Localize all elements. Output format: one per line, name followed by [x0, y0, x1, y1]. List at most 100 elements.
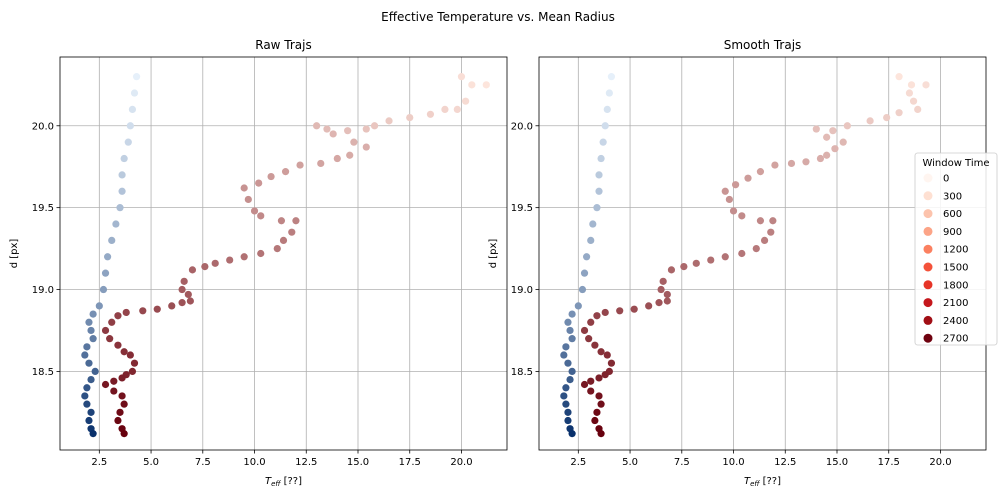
data-point	[462, 97, 470, 105]
data-point	[831, 145, 839, 153]
data-point	[816, 154, 825, 163]
data-point	[560, 392, 568, 400]
data-point	[729, 207, 738, 215]
data-point	[87, 326, 95, 335]
y-tick-label: 19.0	[511, 285, 533, 296]
data-point	[257, 212, 265, 220]
legend-entry-label: 2100	[943, 298, 968, 309]
data-point	[101, 380, 110, 389]
data-point	[657, 285, 665, 294]
data-point	[667, 266, 676, 274]
data-point	[560, 351, 568, 359]
data-point	[595, 187, 603, 195]
data-point	[81, 351, 89, 359]
data-point	[89, 310, 97, 318]
data-point	[313, 122, 321, 130]
smooth-trajs-title: Smooth Trajs	[724, 38, 802, 52]
data-point	[585, 335, 593, 343]
x-tick-label: 7.5	[674, 457, 690, 468]
data-point	[83, 343, 91, 351]
x-axis-label: Teff [??]	[744, 476, 781, 488]
legend-entry-label: 1800	[943, 280, 968, 291]
x-tick-label: 2.5	[91, 457, 107, 468]
data-point	[250, 207, 259, 215]
x-tick-label: 7.5	[195, 457, 211, 468]
data-point	[659, 277, 667, 285]
data-point	[583, 253, 591, 261]
data-point	[426, 110, 435, 118]
x-tick-label: 2.5	[570, 457, 586, 468]
data-point	[568, 335, 576, 343]
legend-marker	[923, 226, 933, 236]
data-point	[607, 359, 616, 367]
data-point	[126, 122, 134, 130]
data-point	[128, 367, 137, 375]
data-point	[292, 217, 300, 225]
data-point	[587, 318, 595, 326]
data-point	[909, 97, 918, 105]
data-point	[603, 351, 611, 359]
smooth-trajs-panel: Smooth Trajs 2.5 5.0 7.5 10.0 12.5 15.0 17.5 20…	[488, 38, 998, 488]
y-tick-label: 18.5	[32, 367, 54, 378]
data-point	[562, 400, 570, 408]
data-point	[240, 253, 248, 261]
data-point	[482, 81, 490, 89]
data-point	[178, 299, 186, 307]
data-point	[120, 400, 128, 408]
data-point	[738, 249, 746, 258]
x-tick-label: 10.0	[243, 457, 265, 468]
legend-marker	[923, 173, 933, 183]
data-point	[866, 117, 874, 125]
data-point	[118, 392, 126, 400]
data-point	[580, 380, 589, 389]
data-point	[124, 138, 132, 146]
data-point	[580, 326, 589, 335]
legend-entry-label: 300	[943, 191, 962, 202]
data-point	[580, 269, 589, 277]
legend-marker	[923, 262, 933, 272]
data-point	[114, 341, 122, 349]
x-tick-label: 20.0	[929, 457, 951, 468]
data-point	[680, 263, 688, 271]
data-point	[329, 130, 337, 138]
data-point	[240, 184, 248, 192]
data-point	[211, 259, 219, 267]
data-point	[593, 204, 601, 212]
data-point	[595, 392, 603, 400]
data-point	[597, 400, 605, 408]
data-point	[655, 299, 663, 307]
data-point	[597, 154, 605, 163]
data-point	[346, 151, 354, 159]
data-point	[279, 236, 288, 244]
x-tick-label: 20.0	[450, 457, 472, 468]
data-point	[591, 341, 599, 349]
data-point	[787, 159, 796, 168]
data-point	[323, 125, 331, 133]
legend-marker	[923, 298, 933, 308]
legend-marker	[923, 209, 933, 219]
data-point	[914, 105, 922, 113]
data-point	[587, 236, 595, 244]
data-point	[752, 244, 760, 253]
data-point	[595, 171, 603, 179]
data-point	[812, 125, 820, 133]
data-point	[406, 113, 414, 122]
data-point	[468, 81, 476, 89]
data-point	[721, 253, 729, 261]
data-point	[85, 318, 93, 326]
data-point	[769, 217, 777, 225]
data-point	[564, 408, 572, 416]
data-point	[277, 217, 286, 225]
data-point	[823, 133, 831, 141]
data-point	[895, 109, 903, 117]
raw-trajs-panel: Raw Trajs 2.5 5.0 7.5 10.0 12.5 15.0 17.5 20.0 1…	[9, 38, 508, 488]
data-point	[110, 377, 118, 385]
data-point	[362, 143, 370, 151]
data-point	[616, 307, 624, 315]
legend-entry-label: 2400	[943, 316, 968, 327]
data-point	[201, 263, 209, 271]
data-point	[829, 127, 837, 135]
data-point	[112, 220, 120, 228]
data-point	[118, 187, 126, 195]
